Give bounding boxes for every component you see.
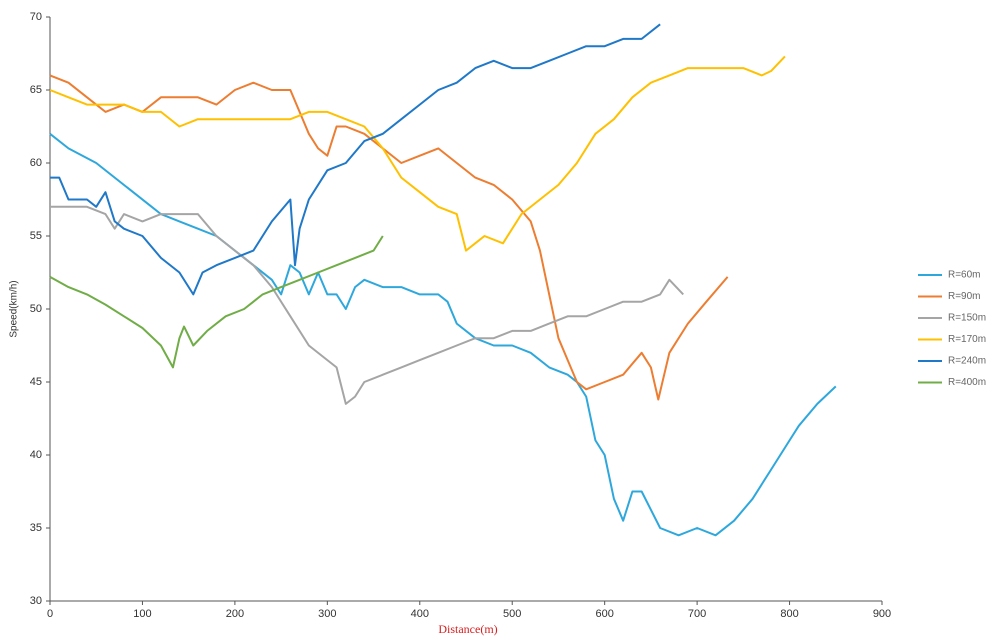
y-tick-label: 70 bbox=[30, 11, 42, 23]
legend-label: R=150m bbox=[948, 313, 986, 324]
y-axis-title: Speed(km/h) bbox=[9, 280, 20, 337]
legend-label: R=170m bbox=[948, 334, 986, 345]
y-tick-label: 65 bbox=[30, 84, 42, 96]
x-tick-label: 700 bbox=[688, 608, 706, 620]
x-axis-title: Distance(m) bbox=[438, 622, 497, 636]
legend-label: R=60m bbox=[948, 270, 981, 281]
x-tick-label: 800 bbox=[780, 608, 798, 620]
y-tick-label: 40 bbox=[30, 449, 42, 461]
y-tick-label: 45 bbox=[30, 376, 42, 388]
legend-label: R=400m bbox=[948, 377, 986, 388]
x-tick-label: 0 bbox=[47, 608, 53, 620]
legend-label: R=90m bbox=[948, 291, 981, 302]
x-tick-label: 400 bbox=[411, 608, 429, 620]
x-tick-label: 900 bbox=[873, 608, 891, 620]
series-line bbox=[50, 23, 661, 296]
y-tick-label: 60 bbox=[30, 157, 42, 169]
series-line bbox=[49, 74, 729, 401]
x-tick-label: 200 bbox=[226, 608, 244, 620]
y-tick-label: 50 bbox=[30, 303, 42, 315]
x-tick-label: 100 bbox=[133, 608, 151, 620]
x-tick-label: 600 bbox=[595, 608, 613, 620]
x-tick-label: 300 bbox=[318, 608, 336, 620]
series-line bbox=[49, 133, 837, 537]
series-line bbox=[50, 205, 684, 405]
x-tick-label: 500 bbox=[503, 608, 521, 620]
y-tick-label: 30 bbox=[30, 595, 42, 607]
y-tick-label: 35 bbox=[30, 522, 42, 534]
series-line bbox=[49, 55, 786, 252]
series-line bbox=[49, 235, 384, 369]
legend-label: R=240m bbox=[948, 356, 986, 367]
y-tick-label: 55 bbox=[30, 230, 42, 242]
